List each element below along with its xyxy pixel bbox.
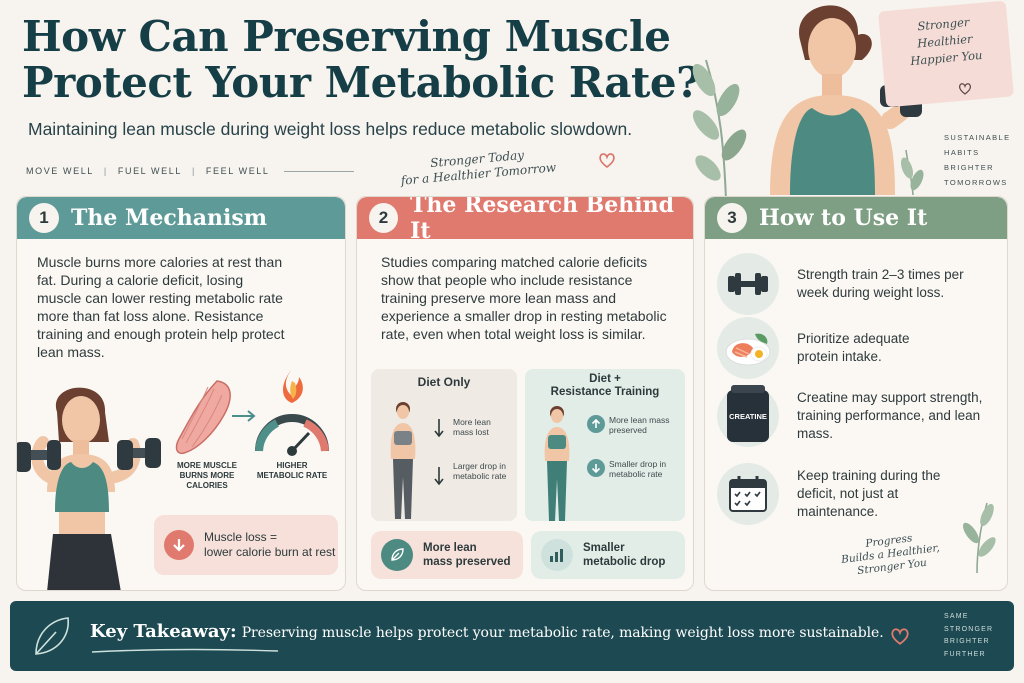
creatine-jar-icon: CREATINE xyxy=(717,385,779,447)
mechanism-title: The Mechanism xyxy=(71,205,268,231)
research-card: 2 The Research Behind It Studies compari… xyxy=(356,196,694,591)
lean-mass-badge: More lean mass preserved xyxy=(371,531,523,579)
jar-label: CREATINE xyxy=(729,411,767,421)
takeaway-side-words: SAME STRONGER BRIGHTER FURTHER xyxy=(944,613,994,658)
research-title: The Research Behind It xyxy=(410,196,674,244)
heart-icon xyxy=(959,83,971,95)
muscle-label: MORE MUSCLE BURNS MORE CALORIES xyxy=(177,461,237,490)
underline-stroke xyxy=(91,648,279,653)
research-body: Studies comparing matched calorie defici… xyxy=(381,254,667,342)
side-words: SUSTAINABLE HABITS BRIGHTER TOMORROWS xyxy=(944,133,1011,187)
page-subtitle: Maintaining lean muscle during weight lo… xyxy=(28,119,633,139)
arrow-up-icon xyxy=(587,415,605,433)
diet-only-item: Larger drop in metabolic rate xyxy=(453,461,507,481)
arrow-down-icon xyxy=(434,419,444,438)
heart-icon xyxy=(891,628,909,645)
diet-training-panel: Diet + Resistance Training More lean mas… xyxy=(525,369,685,521)
diet-training-item: Smaller drop in metabolic rate xyxy=(609,459,667,479)
muscle-icon xyxy=(175,380,231,455)
diet-only-panel: Diet Only More lean mass lost Larger dro… xyxy=(371,369,517,521)
bar-chart-icon xyxy=(541,539,573,571)
mechanism-card: 1 The Mechanism Muscle burns more calori… xyxy=(16,196,346,591)
usage-item: Keep training during the deficit, not ju… xyxy=(717,463,997,525)
leaf-outline-icon xyxy=(35,617,69,655)
usage-item: CREATINE Creatine may support strength, … xyxy=(717,385,997,447)
key-takeaway-banner: Key Takeaway: Preserving muscle helps pr… xyxy=(10,601,1014,671)
usage-item: Strength train 2–3 times per week during… xyxy=(717,253,997,315)
mechanism-card-header: 1 The Mechanism xyxy=(17,197,345,239)
calendar-icon xyxy=(717,463,779,525)
heart-icon xyxy=(599,153,615,168)
muscle-loss-callout: Muscle loss = lower calorie burn at rest xyxy=(154,515,338,575)
usage-card: 3 How to Use It Strength train 2–3 times… xyxy=(704,196,1008,591)
usage-card-header: 3 How to Use It xyxy=(705,197,1007,239)
progress-script: Progress Builds a Healthier, Stronger Yo… xyxy=(840,532,941,578)
usage-title: How to Use It xyxy=(759,205,928,231)
woman-figure-illustration xyxy=(390,402,416,519)
salmon-egg-icon xyxy=(717,317,779,379)
dumbbell-icon xyxy=(717,253,779,315)
diet-training-item: More lean mass preserved xyxy=(609,415,670,435)
tagline-rule xyxy=(283,170,354,172)
script-note: Stronger Today for a Healthier Tomorrow xyxy=(400,147,557,188)
mechanism-body: Muscle burns more calories at rest than … xyxy=(37,254,285,360)
pink-note: Stronger Healthier Happier You xyxy=(878,0,1014,108)
takeaway-text: Key Takeaway: Preserving muscle helps pr… xyxy=(90,621,884,642)
metabolic-label: HIGHER METABOLIC RATE xyxy=(256,461,328,480)
page-title: How Can Preserving Muscle Protect Your M… xyxy=(22,12,701,107)
metabolic-gauge-icon xyxy=(255,369,329,456)
arrow-down-icon xyxy=(164,530,194,560)
takeaway-label: Key Takeaway: xyxy=(90,621,237,642)
usage-item: Prioritize adequate protein intake. xyxy=(717,317,997,379)
woman-figure-illustration xyxy=(544,406,570,521)
diet-only-heading: Diet Only xyxy=(417,375,471,389)
diet-training-heading: Diet + Resistance Training xyxy=(550,373,660,398)
woman-dumbbells-illustration xyxy=(17,387,161,590)
small-leaf-icon xyxy=(900,150,924,195)
takeaway-message: Preserving muscle helps protect your met… xyxy=(241,625,884,641)
research-card-header: 2 The Research Behind It xyxy=(357,197,693,244)
metabolic-drop-badge: Smaller metabolic drop xyxy=(531,531,685,579)
arrow-down-icon xyxy=(434,467,444,486)
tagline: MOVE WELL | FUEL WELL | FEEL WELL xyxy=(26,166,354,176)
step-number: 1 xyxy=(29,203,59,233)
leaf-decoration-icon xyxy=(692,59,747,200)
arrow-right-icon xyxy=(232,410,256,422)
leaf-icon xyxy=(381,539,413,571)
leaf-decoration-icon xyxy=(962,502,996,573)
step-number: 2 xyxy=(369,203,399,233)
diet-only-item: More lean mass lost xyxy=(453,417,491,437)
arrow-down-icon xyxy=(587,459,605,477)
woman-lifting-illustration xyxy=(770,5,922,195)
step-number: 3 xyxy=(717,203,747,233)
